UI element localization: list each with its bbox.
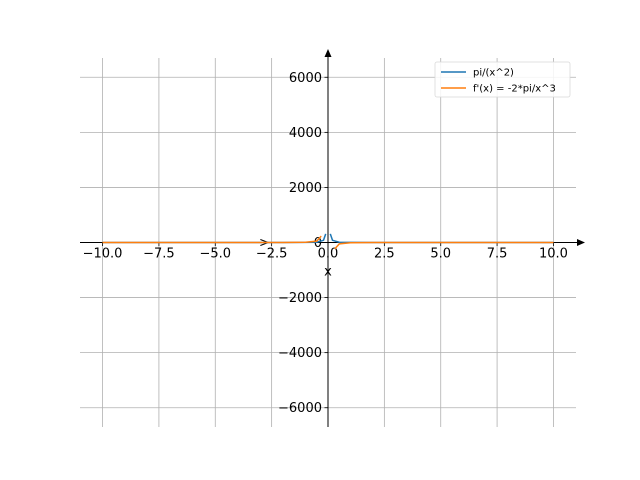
x-axis-label: x bbox=[324, 265, 332, 280]
ticks: −10.0 −7.5 −5.0 −2.5 0.0 2.5 5.0 7.5 10.0 −6000 −4… bbox=[83, 71, 568, 416]
y-axis-arrow bbox=[324, 49, 332, 57]
x-tick-label-1: −7.5 bbox=[143, 247, 175, 262]
x-tick-label-5: 2.5 bbox=[374, 247, 395, 262]
y-tick-label-5: 4000 bbox=[289, 126, 322, 141]
y-tick-label-0: −6000 bbox=[278, 401, 322, 416]
series-1-line-right bbox=[334, 241, 554, 250]
series-0-line-right bbox=[329, 233, 554, 244]
series bbox=[102, 233, 554, 250]
y-tick-label-4: 2000 bbox=[289, 181, 322, 196]
y-tick-label-3: 0 bbox=[314, 236, 322, 251]
x-tick-label-4: 0.0 bbox=[318, 247, 339, 262]
x-tick-label-7: 7.5 bbox=[487, 247, 508, 262]
series-0-line-left bbox=[102, 233, 327, 244]
legend: pi/(x^2) f'(x) = -2*pi/x^3 bbox=[434, 61, 571, 98]
x-tick-label-3: −2.5 bbox=[256, 247, 288, 262]
x-axis-arrow bbox=[577, 239, 585, 246]
x-tick-label-8: 10.0 bbox=[539, 247, 568, 262]
x-tick-label-2: −5.0 bbox=[199, 247, 231, 262]
y-tick-label-2: −2000 bbox=[278, 291, 322, 306]
y-tick-label-1: −4000 bbox=[278, 346, 322, 361]
y-tick-label-6: 6000 bbox=[289, 71, 322, 86]
series-1-line-left bbox=[102, 235, 322, 244]
legend-label-1: f'(x) = -2*pi/x^3 bbox=[473, 84, 556, 95]
legend-box bbox=[434, 61, 571, 98]
x-tick-label-0: −10.0 bbox=[83, 247, 123, 262]
x-tick-label-6: 5.0 bbox=[430, 247, 451, 262]
legend-label-0: pi/(x^2) bbox=[473, 68, 514, 79]
